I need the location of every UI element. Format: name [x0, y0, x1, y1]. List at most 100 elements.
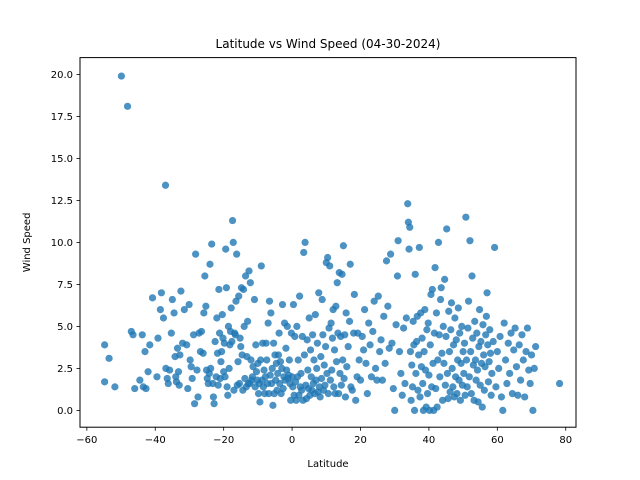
data-point	[274, 351, 282, 359]
data-point	[423, 326, 431, 334]
data-point	[328, 334, 337, 342]
data-point	[471, 317, 479, 325]
data-point	[254, 390, 263, 398]
data-point	[510, 346, 518, 354]
data-point	[186, 356, 194, 364]
data-point	[337, 381, 345, 389]
data-point	[484, 341, 492, 349]
data-point	[209, 393, 218, 401]
data-point	[526, 379, 534, 388]
data-point	[101, 341, 109, 349]
data-point	[185, 300, 193, 309]
data-point	[136, 376, 144, 384]
y-tick-label: 0.0	[57, 406, 73, 417]
data-point	[317, 374, 326, 383]
data-point	[443, 225, 451, 233]
y-tick-label: 2.5	[57, 364, 73, 375]
data-point	[312, 376, 320, 384]
data-point	[399, 324, 408, 332]
data-point	[218, 311, 226, 319]
data-point	[256, 398, 264, 406]
data-point	[159, 314, 168, 322]
data-point	[346, 260, 354, 268]
data-point	[348, 386, 356, 394]
data-point	[420, 348, 428, 356]
x-tick-label: 0	[289, 435, 295, 446]
y-tick-label: 20.0	[51, 70, 73, 81]
data-point	[464, 324, 472, 332]
data-point	[445, 307, 453, 315]
data-point	[138, 331, 146, 339]
data-point	[315, 289, 323, 297]
data-point	[188, 374, 196, 383]
data-point	[406, 223, 414, 231]
data-point	[217, 358, 225, 366]
data-point	[453, 390, 461, 398]
data-point	[215, 329, 224, 337]
data-point	[449, 383, 457, 391]
y-tick-label: 12.5	[51, 196, 73, 207]
data-point	[460, 369, 468, 378]
data-point	[394, 237, 402, 245]
data-point	[465, 373, 473, 381]
data-point	[321, 381, 329, 389]
data-point	[476, 381, 484, 389]
x-tick-label: 60	[491, 435, 504, 446]
data-point	[123, 102, 132, 110]
data-point	[142, 384, 150, 393]
data-point	[319, 331, 327, 339]
data-point	[199, 349, 207, 357]
data-point	[313, 364, 321, 372]
data-point	[235, 292, 243, 300]
data-point	[401, 379, 409, 388]
data-point	[525, 366, 533, 374]
data-point	[197, 327, 206, 336]
data-point	[497, 393, 506, 401]
data-point	[164, 379, 172, 388]
data-point	[234, 358, 242, 366]
data-point	[339, 356, 347, 364]
data-point	[471, 356, 480, 364]
data-point	[496, 332, 504, 341]
data-point	[404, 200, 412, 208]
data-point	[512, 363, 521, 371]
data-point	[313, 339, 321, 347]
data-point	[405, 245, 413, 253]
data-point	[479, 321, 487, 329]
data-point	[153, 373, 161, 381]
data-point	[355, 356, 363, 364]
data-point	[483, 289, 491, 297]
data-point	[373, 376, 381, 384]
chart-title: Latitude vs Wind Speed (04-30-2024)	[216, 37, 441, 51]
data-point	[485, 358, 493, 366]
y-tick-label: 10.0	[51, 238, 73, 249]
data-point	[264, 319, 272, 327]
data-point	[395, 348, 404, 356]
data-point	[472, 376, 480, 384]
data-point	[289, 300, 298, 309]
data-point	[359, 346, 368, 354]
data-point	[341, 331, 349, 339]
y-axis-ticks: 0.0 2.5 5.0 7.5 10.0 12.5 15.0 17.5 20.0	[51, 70, 80, 417]
data-point	[146, 341, 154, 349]
data-point	[402, 314, 410, 322]
data-point	[305, 314, 313, 322]
data-point	[318, 295, 326, 304]
data-point	[233, 250, 241, 258]
data-point	[521, 393, 529, 401]
data-point	[263, 356, 271, 364]
data-point	[482, 331, 490, 339]
data-point	[434, 356, 442, 364]
data-point	[326, 376, 334, 384]
data-point	[208, 240, 216, 248]
data-point	[369, 327, 377, 336]
data-point	[215, 285, 223, 294]
data-point	[501, 356, 510, 364]
data-point	[341, 393, 350, 401]
data-point	[438, 396, 447, 404]
data-point	[194, 393, 202, 401]
data-point	[176, 351, 184, 359]
data-point	[262, 339, 270, 347]
x-axis-ticks: −60 −40 −20 0 20 40 60 80	[76, 427, 572, 446]
data-point	[345, 317, 354, 325]
